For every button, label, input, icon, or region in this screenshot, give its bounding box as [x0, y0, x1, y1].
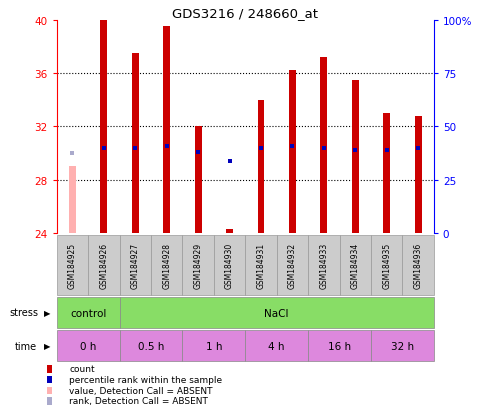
Text: GSM184933: GSM184933	[319, 242, 328, 288]
Text: ▶: ▶	[44, 341, 51, 350]
Bar	[57, 330, 119, 361]
Bar	[371, 330, 434, 361]
Bar	[340, 235, 371, 295]
Text: GSM184925: GSM184925	[68, 242, 77, 288]
Bar	[214, 235, 245, 295]
Text: GSM184927: GSM184927	[131, 242, 140, 288]
Bar	[371, 235, 402, 295]
Bar	[257, 100, 264, 233]
Text: GSM184936: GSM184936	[414, 242, 423, 288]
Bar	[57, 235, 88, 295]
Bar	[320, 58, 327, 233]
Text: ▶: ▶	[44, 308, 51, 317]
Bar	[352, 81, 359, 233]
Text: 0 h: 0 h	[80, 341, 96, 351]
Bar	[119, 297, 434, 328]
Text: GSM184934: GSM184934	[351, 242, 360, 288]
Bar	[289, 71, 296, 233]
Bar	[402, 235, 434, 295]
Bar	[69, 167, 76, 233]
Bar	[277, 235, 308, 295]
Text: GSM184930: GSM184930	[225, 242, 234, 288]
Text: GSM184932: GSM184932	[288, 242, 297, 288]
Bar	[195, 127, 202, 233]
Bar	[88, 235, 119, 295]
Text: GSM184931: GSM184931	[256, 242, 266, 288]
Bar	[101, 21, 107, 233]
Text: stress: stress	[10, 308, 39, 318]
Bar	[308, 330, 371, 361]
Bar	[163, 27, 170, 233]
Bar	[245, 235, 277, 295]
Text: 1 h: 1 h	[206, 341, 222, 351]
Bar	[415, 116, 422, 233]
Bar	[132, 54, 139, 233]
Bar	[151, 235, 182, 295]
Text: count: count	[69, 364, 95, 373]
Title: GDS3216 / 248660_at: GDS3216 / 248660_at	[172, 7, 318, 19]
Bar	[308, 235, 340, 295]
Text: 0.5 h: 0.5 h	[138, 341, 164, 351]
Bar	[119, 235, 151, 295]
Text: control: control	[70, 308, 106, 318]
Text: GSM184935: GSM184935	[382, 242, 391, 288]
Bar	[245, 330, 308, 361]
Text: GSM184928: GSM184928	[162, 242, 171, 288]
Bar	[119, 330, 182, 361]
Text: GSM184929: GSM184929	[194, 242, 203, 288]
Text: 16 h: 16 h	[328, 341, 351, 351]
Text: 4 h: 4 h	[269, 341, 285, 351]
Text: percentile rank within the sample: percentile rank within the sample	[69, 375, 222, 384]
Bar	[57, 297, 119, 328]
Text: 32 h: 32 h	[391, 341, 414, 351]
Text: time: time	[15, 341, 37, 351]
Text: GSM184926: GSM184926	[99, 242, 108, 288]
Text: NaCl: NaCl	[264, 308, 289, 318]
Bar	[182, 330, 245, 361]
Text: rank, Detection Call = ABSENT: rank, Detection Call = ABSENT	[69, 396, 208, 406]
Text: value, Detection Call = ABSENT: value, Detection Call = ABSENT	[69, 386, 212, 395]
Bar	[383, 114, 390, 233]
Bar	[226, 229, 233, 233]
Bar	[182, 235, 214, 295]
